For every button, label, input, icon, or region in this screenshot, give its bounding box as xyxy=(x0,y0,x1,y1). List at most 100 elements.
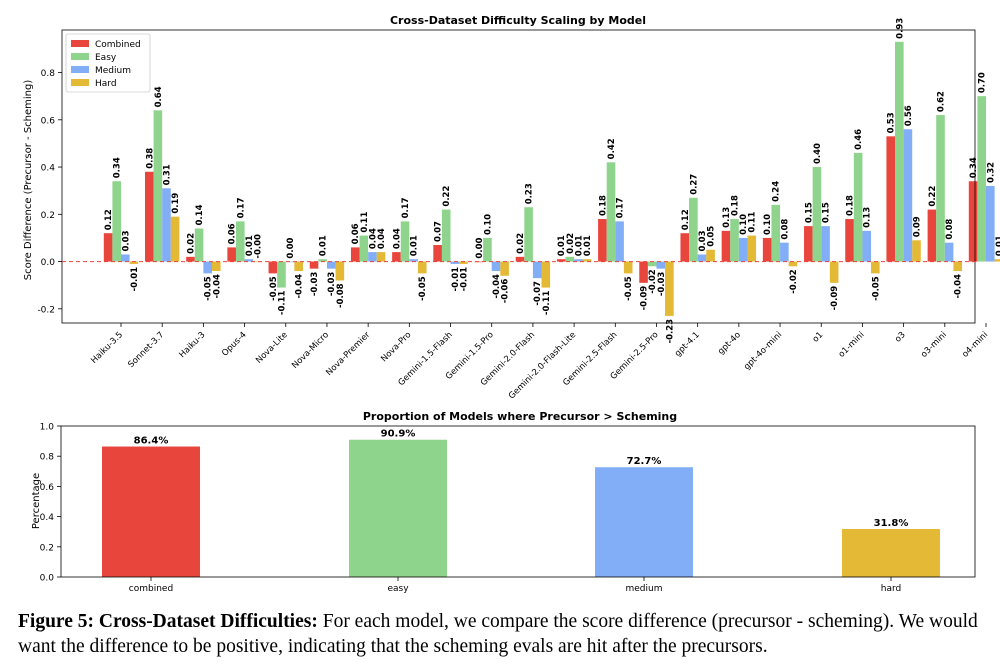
bar-gemini-1-5-pro-medium xyxy=(491,261,501,272)
value-label-gemini-2-5-flash-medium: 0.17 xyxy=(616,197,626,218)
value-label-gpt-4o-medium: 0.10 xyxy=(739,214,749,235)
chart1-legend: Combined Easy Medium Hard xyxy=(65,33,151,93)
chart2-title: Proportion of Models where Precursor > S… xyxy=(363,410,677,423)
bar-gemini-2-0-flash-lite-easy xyxy=(565,256,575,262)
value-label-opus-4-hard: -0.00 xyxy=(253,234,263,259)
bar-nova-micro-hard xyxy=(335,261,345,281)
bar-gpt-4-1-easy xyxy=(689,197,698,262)
bar-nova-pro-hard xyxy=(417,261,427,274)
value-label-gpt-4o-mini-hard: -0.02 xyxy=(789,269,799,294)
value-label-o3-mini-medium: 0.08 xyxy=(945,219,955,240)
bar-gpt-4o-mini-combined xyxy=(762,237,772,262)
value-label-haiku-3-5-hard: -0.01 xyxy=(130,267,140,292)
bar-nova-premier-hard xyxy=(376,252,386,262)
value-label-o4-mini-combined: 0.34 xyxy=(969,157,979,178)
bar-haiku-3-medium xyxy=(203,261,212,274)
xtick-nova-premier: Nova-Premier xyxy=(324,330,372,378)
value-label-o1-easy: 0.40 xyxy=(813,143,823,164)
value-label-nova-premier-combined: 0.06 xyxy=(351,223,361,244)
bar-gemini-2-0-flash-lite-combined xyxy=(556,259,566,262)
value-label-gpt-4-1-combined: 0.12 xyxy=(681,209,691,230)
value-label-gemini-2-5-pro-medium: -0.03 xyxy=(657,272,667,297)
value-label-gemini-2-5-flash-hard: -0.05 xyxy=(624,276,634,301)
bar-nova-premier-combined xyxy=(350,247,360,262)
value-label-gemini-1-5-pro-medium: -0.04 xyxy=(492,274,502,299)
value-label-gemini-2-0-flash-hard: -0.11 xyxy=(542,290,552,315)
bar-gpt-4o-easy xyxy=(730,219,739,262)
value-label-o1-hard: -0.09 xyxy=(830,286,840,311)
proportion-bar-hard xyxy=(842,528,940,577)
value-label-gemini-1-5-flash-combined: 0.07 xyxy=(434,221,444,242)
proportion-label-easy: 90.9% xyxy=(381,429,416,440)
value-label-gemini-2-5-flash-combined: 0.18 xyxy=(598,195,608,216)
value-label-o3-mini-combined: 0.22 xyxy=(928,186,938,207)
bar-o3-hard xyxy=(912,240,921,262)
value-label-gpt-4-1-hard: 0.05 xyxy=(707,226,717,247)
bar-sonnet-3-7-easy xyxy=(153,110,163,262)
chart1-ytick-label: 0.6 xyxy=(41,116,56,126)
value-label-gpt-4o-mini-medium: 0.08 xyxy=(780,219,790,240)
bar-haiku-3-5-medium xyxy=(121,254,130,262)
chart2-ytick-label: 0.2 xyxy=(40,543,54,553)
value-label-opus-4-easy: 0.17 xyxy=(236,197,246,218)
bar-o3-mini-hard xyxy=(953,261,963,272)
value-label-gpt-4-1-easy: 0.27 xyxy=(689,174,699,195)
value-label-nova-pro-hard: -0.05 xyxy=(418,276,428,301)
legend-label-combined: Combined xyxy=(95,40,141,50)
bar-gpt-4o-combined xyxy=(721,230,731,262)
chart1-ytick-label: -0.2 xyxy=(37,305,55,315)
chart1-legend-box xyxy=(65,33,151,93)
bar-o4-mini-easy xyxy=(977,96,986,262)
value-label-gpt-4o-combined: 0.13 xyxy=(722,207,732,228)
bar-nova-lite-hard xyxy=(294,261,303,272)
proportion-bar-combined xyxy=(102,446,200,577)
bar-nova-pro-combined xyxy=(392,252,401,262)
bar-nova-lite-combined xyxy=(268,261,278,274)
xtick-gpt-4o: gpt-4o xyxy=(716,330,743,357)
value-label-nova-premier-easy: 0.11 xyxy=(360,212,370,233)
bar-gemini-2-5-flash-easy xyxy=(606,162,616,262)
value-label-nova-pro-combined: 0.04 xyxy=(392,228,402,249)
legend-swatch-easy xyxy=(71,53,89,60)
bar-gemini-2-5-pro-medium xyxy=(656,261,666,269)
bar-o1-medium xyxy=(821,226,830,262)
bar-o4-mini-medium xyxy=(986,185,995,262)
xtick-o4-mini: o4-mini xyxy=(960,330,990,360)
value-label-sonnet-3-7-medium: 0.31 xyxy=(162,164,172,185)
bar-o3-easy xyxy=(895,41,904,262)
chart2-ytick-label: 0.4 xyxy=(40,513,55,523)
bar-o4-mini-combined xyxy=(968,181,978,262)
bar-haiku-3-hard xyxy=(211,261,221,272)
value-label-gemini-1-5-pro-easy: 0.10 xyxy=(483,214,493,235)
value-label-nova-pro-easy: 0.17 xyxy=(401,197,411,218)
proportion-label-medium: 72.7% xyxy=(627,456,662,467)
caption-label: Figure 5: Cross-Dataset Difficulties: xyxy=(18,611,318,632)
value-label-o3-easy: 0.93 xyxy=(895,18,905,39)
value-label-o1-mini-combined: 0.18 xyxy=(846,195,856,216)
caption-text: For each model, we compare the score dif… xyxy=(18,611,978,657)
xtick-nova-lite: Nova-Lite xyxy=(254,330,290,366)
chart2-ytick-label: 1.0 xyxy=(40,423,55,433)
xtick-o1: o1 xyxy=(811,330,826,345)
value-label-nova-micro-easy: 0.01 xyxy=(319,235,329,256)
bar-o1-combined xyxy=(804,226,813,262)
xtick-gpt-4-1: gpt-4.1 xyxy=(673,330,702,359)
value-label-gemini-2-0-flash-easy: 0.23 xyxy=(525,183,535,204)
proportion-bar-easy xyxy=(349,439,447,577)
value-label-o1-mini-easy: 0.46 xyxy=(854,129,864,150)
difficulty-scaling-chart: Cross-Dataset Difficulty Scaling by Mode… xyxy=(23,14,1000,401)
bar-nova-lite-medium xyxy=(285,261,295,263)
value-label-gpt-4o-mini-easy: 0.24 xyxy=(772,181,782,202)
legend-label-medium: Medium xyxy=(95,66,131,76)
value-label-gemini-2-0-flash-lite-easy: 0.02 xyxy=(566,233,576,254)
value-label-gemini-1-5-flash-medium: -0.01 xyxy=(451,267,461,292)
bar-nova-micro-medium xyxy=(326,261,336,269)
xtick-haiku-3-5: Haiku-3.5 xyxy=(89,330,125,366)
bar-gemini-1-5-flash-hard xyxy=(459,261,468,264)
value-label-haiku-3-5-combined: 0.12 xyxy=(104,209,114,230)
value-label-gemini-2-5-pro-hard: -0.23 xyxy=(665,319,675,344)
bar-nova-micro-combined xyxy=(309,261,319,269)
bar-o1-mini-hard xyxy=(871,261,880,274)
chart1-ytick-label: 0.8 xyxy=(41,69,56,79)
xtick-o1-mini: o1-mini xyxy=(837,330,867,360)
